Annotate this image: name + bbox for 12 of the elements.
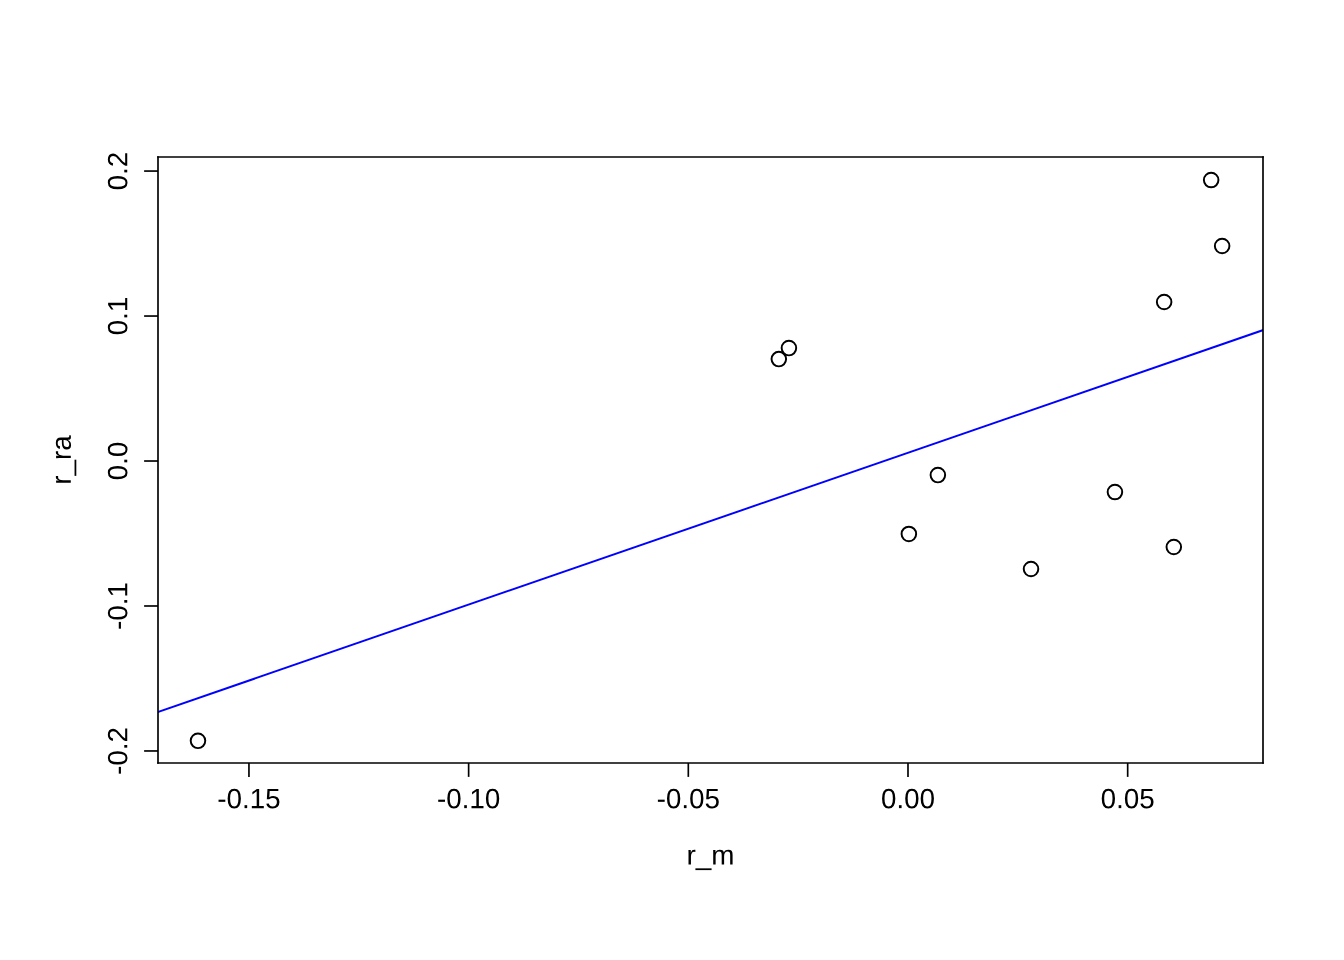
y-tick-label: -0.1 [107,583,128,629]
y-axis-title: r_ra [55,435,77,483]
y-tick-label: -0.2 [107,728,128,774]
y-tick-label: 0.2 [107,153,128,190]
x-tick-label: 0.00 [882,788,934,809]
x-axis-title: r_m [688,849,733,871]
y-tick-label: 0.0 [107,442,128,480]
x-tick-label: -0.05 [657,788,719,809]
x-tick-label: -0.15 [218,788,280,809]
x-tick-label: 0.05 [1101,788,1154,809]
y-tick-label: 0.1 [107,298,128,335]
x-tick-label: -0.10 [438,788,500,809]
